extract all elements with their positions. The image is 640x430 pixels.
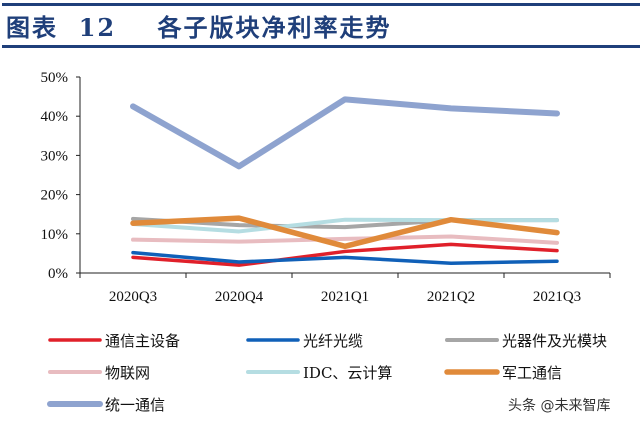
y-tick-label: 0% (48, 266, 68, 282)
legend-label: 物联网 (105, 364, 150, 382)
x-tick-label: 2021Q3 (533, 289, 581, 305)
y-tick-label: 50% (41, 70, 69, 86)
y-tick-label: 10% (41, 227, 69, 243)
y-tick-label: 40% (41, 109, 69, 125)
y-tick-label: 30% (41, 148, 69, 164)
legend-label: 通信主设备 (105, 332, 180, 350)
x-tick-label: 2021Q2 (427, 289, 475, 305)
series-line-6 (130, 96, 560, 170)
top-rule (2, 3, 640, 6)
series-line-3 (131, 234, 559, 245)
legend-label: IDC、云计算 (303, 364, 392, 382)
legend-label: 光纤光缆 (303, 332, 363, 350)
legend-label: 统一通信 (105, 396, 165, 414)
page-title: 图表 12 各子版块净利率走势 (6, 13, 392, 42)
title-rule (2, 45, 640, 48)
x-tick-label: 2021Q1 (321, 289, 369, 305)
watermark: 头条 @未来智库 (508, 398, 611, 414)
y-tick-label: 20% (41, 188, 69, 204)
legend-label: 军工通信 (502, 364, 562, 382)
x-tick-label: 2020Q3 (109, 289, 157, 305)
legend-label: 光器件及光模块 (502, 332, 607, 350)
x-tick-label: 2020Q4 (215, 289, 264, 305)
